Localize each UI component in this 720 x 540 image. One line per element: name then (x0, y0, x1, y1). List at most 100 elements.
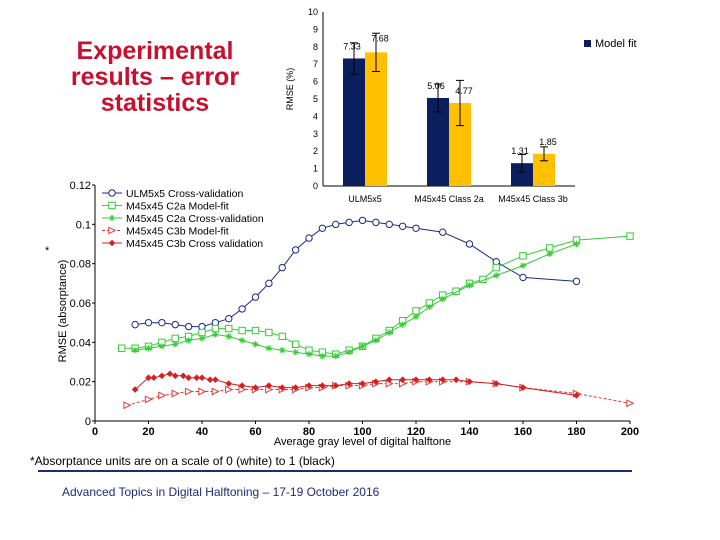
bar-y-tick-label: 5 (313, 94, 318, 104)
data-point (292, 384, 299, 391)
data-point (573, 240, 580, 248)
bar-y-axis-label: RMSE (%) (285, 68, 295, 111)
line-x-axis-label: Average gray level of digital halftone (274, 436, 451, 448)
data-point (158, 343, 166, 350)
data-point (185, 374, 192, 382)
data-point (158, 318, 166, 327)
data-point (166, 370, 174, 378)
data-point (184, 322, 193, 331)
line-y-tick-label: 0.08 (70, 259, 91, 271)
data-point (359, 343, 366, 350)
data-point (131, 347, 139, 354)
bar-value-label: 7.68 (371, 33, 389, 43)
data-point (144, 395, 153, 404)
data-point (466, 282, 473, 289)
data-point (225, 385, 234, 394)
data-point (332, 382, 340, 389)
legend-marker (108, 201, 116, 210)
data-point (252, 384, 259, 391)
data-point (265, 382, 273, 389)
line-y-tick-label: 0 (85, 416, 91, 428)
data-point (291, 246, 300, 254)
data-point (278, 384, 286, 391)
footer-text: Advanced Topics in Digital Halftoning – … (62, 485, 380, 499)
line-y-tick-label: 0.02 (70, 377, 91, 389)
data-point (171, 372, 179, 380)
data-point (279, 347, 286, 354)
data-point (626, 232, 634, 240)
line-x-tick-label: 60 (249, 426, 261, 438)
data-point (265, 328, 273, 337)
legend-label: M45x45 C2a Model-fit (126, 201, 229, 213)
data-point (412, 307, 420, 315)
data-point (358, 216, 367, 225)
data-point (171, 389, 180, 398)
title-line-2: results – error (70, 63, 240, 91)
bar-value-label: 1.85 (539, 137, 557, 147)
data-point (412, 313, 420, 320)
data-point (238, 305, 246, 313)
data-point (198, 328, 206, 337)
line-y-tick-label: 0.1 (76, 219, 91, 231)
data-point (519, 384, 527, 391)
bar-category-label: M45x45 Class 2a (414, 194, 484, 204)
title-line-3: statistics (100, 89, 210, 117)
data-point (265, 279, 273, 288)
data-point (150, 374, 158, 382)
series-line-3 (126, 381, 631, 406)
data-point (452, 287, 460, 295)
line-legend-box (100, 185, 268, 252)
data-point (345, 348, 353, 356)
bar-y-tick-label: 3 (313, 129, 318, 139)
line-x-tick-label: 120 (407, 426, 425, 438)
data-point (211, 387, 220, 396)
data-point (519, 252, 527, 260)
data-point (492, 263, 500, 272)
data-point (184, 387, 193, 396)
slide-title: Experimental results – error statistics (40, 38, 270, 116)
data-point (131, 320, 139, 329)
data-point (225, 315, 233, 323)
line-x-tick-label: 100 (353, 426, 371, 438)
data-point (291, 340, 300, 349)
data-point (439, 228, 447, 236)
legend-label: ULM5x5 Cross-validation (126, 188, 243, 200)
line-x-tick-label: 20 (142, 426, 154, 438)
data-point (145, 374, 152, 382)
data-point (372, 218, 380, 227)
data-point (372, 378, 380, 385)
line-x-tick-label: 160 (514, 426, 532, 438)
series-line-4 (134, 373, 577, 396)
data-point (265, 345, 273, 352)
data-point (251, 326, 260, 335)
line-y-tick-label: 0.12 (70, 180, 91, 192)
data-point (626, 399, 635, 408)
data-point (292, 348, 299, 356)
data-point (225, 333, 232, 340)
bar-model-fit (365, 52, 387, 187)
data-point (439, 376, 447, 384)
bar-y-tick-label: 7 (313, 59, 318, 69)
data-point (398, 222, 407, 231)
data-point (225, 380, 233, 387)
data-point (546, 250, 553, 258)
bar-y-tick-label: 2 (313, 146, 318, 156)
data-point (305, 382, 313, 389)
bar-value-label: 7.33 (343, 41, 361, 51)
absorptance-footnote: *Absorptance units are on a scale of 0 (… (30, 454, 335, 468)
data-point (278, 332, 286, 341)
data-point (212, 331, 219, 338)
data-point (144, 318, 153, 327)
data-point (211, 324, 220, 333)
bar-y-tick-label: 10 (308, 7, 318, 17)
data-point (319, 352, 326, 360)
legend-marker (108, 214, 116, 222)
data-point (198, 387, 207, 396)
data-point (305, 350, 313, 358)
line-x-tick-label: 200 (621, 426, 639, 438)
data-point (278, 263, 286, 272)
bar-cross-validation (511, 163, 533, 186)
data-point (118, 344, 126, 352)
data-point (573, 392, 580, 399)
